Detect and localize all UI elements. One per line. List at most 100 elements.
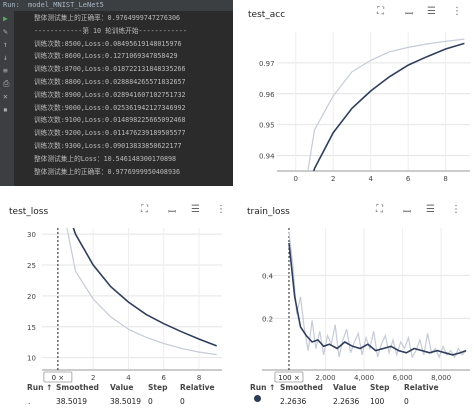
x-tick-label: 2,000 (316, 374, 336, 382)
console-line: 训练次数:8500,Loss:0.08495619148015976 (34, 39, 182, 48)
smoothed-series-line (313, 42, 465, 171)
x-tick-label: 4 (368, 175, 373, 183)
y-tick-label: 0.96 (259, 91, 275, 99)
console-line: 训练次数:9300,Loss:0.09013833850622177 (34, 141, 182, 150)
col-smoothed: Smoothed (280, 383, 323, 392)
console-line: 训练次数:9100,Loss:0.014898225665092468 (34, 116, 186, 125)
y-tick-label: 0.2 (262, 315, 273, 323)
console-line: 整体测试集上的正确率：0.9776999950408936 (34, 167, 181, 176)
train-loss-summary-table: Run ↑ Smoothed Value Step Relative 2.263… (240, 381, 474, 415)
relative-value: 0 (180, 397, 185, 406)
pin-icon[interactable]: ꟷ (168, 207, 177, 218)
raw-series-line (307, 38, 465, 171)
x-tick-label: 8,000 (431, 374, 451, 382)
test-acc-card: test_acc ⛶ ꟷ ☰ ⋮ 0.97 0.96 0.95 0.94 0 2 4 6 8 (240, 0, 474, 186)
x-tick-label: 8 (443, 175, 447, 183)
y-tick-label: 0.95 (259, 122, 275, 130)
test-loss-summary-table: Run ↑ Smoothed Value Step Relative . 38.… (0, 381, 236, 415)
raw-series-line (288, 232, 467, 359)
pin-icon[interactable]: ꟷ (403, 207, 412, 218)
smoothed-series-line (72, 228, 217, 347)
y-tick-label: 0.4 (262, 272, 274, 280)
col-step: Step (148, 383, 168, 392)
step-marker-label: 100 × (278, 374, 299, 382)
col-step: Step (370, 383, 390, 392)
console-line: 训练次数:8900,Loss:0.028941607102751732 (34, 90, 186, 99)
raw-value: 38.5019 (110, 397, 142, 406)
step-marker-label: 0 × (52, 374, 65, 382)
console-panel: Run: model_MNIST_LeNet5 ▶ ✎ ↑ ↓ ≡ ⎙ ✕ ▪ … (0, 0, 233, 186)
col-run[interactable]: Run ↑ (27, 383, 53, 392)
console-output: 整体测试集上的正确率：0.9764999747276306 -----------… (34, 12, 187, 178)
data-download-icon[interactable]: ☰ (427, 6, 436, 17)
train-loss-chart[interactable]: 0.4 0.2 2,000 4,000 6,000 8,000 100 × (240, 196, 474, 415)
console-line: 训练次数:8600,Loss:0.1271069347858429 (34, 52, 178, 61)
x-tick-label: 6,000 (393, 374, 413, 382)
run-color-dot[interactable] (254, 395, 261, 402)
raw-series-line (66, 228, 217, 356)
smoothed-value: 38.5019 (56, 397, 88, 406)
data-download-icon[interactable]: ☰ (426, 204, 435, 215)
run-label: Run: (3, 1, 20, 9)
card-title: test_acc (248, 10, 286, 20)
step-marker-box (274, 371, 304, 383)
y-tick-label: 30 (27, 231, 36, 239)
train-loss-card: train_loss ⛶ ꟷ ☰ ⋮ 0.4 0.2 2,000 4,000 6,000… (240, 196, 474, 415)
console-line: 整体测试集上的Loss：10.546148300170898 (34, 154, 177, 163)
smoothed-series-line (288, 243, 467, 356)
relative-value: 0 (404, 397, 409, 406)
delete-icon[interactable]: ✕ (3, 92, 8, 101)
col-run[interactable]: Run ↑ (250, 383, 276, 392)
col-smoothed: Smoothed (56, 383, 99, 392)
console-line: ------------第 10 轮训练开始------------ (34, 26, 187, 35)
x-tick-label: 8 (197, 374, 201, 382)
y-tick-label: 15 (27, 324, 36, 332)
col-value: Value (110, 383, 134, 392)
more-icon[interactable]: ⋮ (451, 204, 461, 215)
run-toolbar: Run: model_MNIST_LeNet5 (0, 0, 233, 11)
y-tick-label: 25 (27, 262, 36, 270)
expand-icon[interactable]: ⛶ (376, 204, 383, 215)
console-line: 训练次数:9000,Loss:0.025361942127346992 (34, 103, 186, 112)
console-line: 训练次数:9200,Loss:0.011476239189505577 (34, 129, 186, 138)
console-line: 整体测试集上的正确率：0.9764999747276306 (34, 14, 181, 22)
wrap-icon[interactable]: ≡ (3, 66, 8, 75)
test-acc-chart[interactable]: 0.97 0.96 0.95 0.94 0 2 4 6 8 (240, 0, 474, 186)
smoothed-value: 2.2636 (280, 397, 307, 406)
y-tick-label: 0.94 (259, 153, 275, 161)
print-icon[interactable]: ⎙ (3, 79, 10, 88)
console-sidebar: ▶ ✎ ↑ ↓ ≡ ⎙ ✕ ▪ (0, 11, 15, 186)
x-tick-label: 6 (406, 175, 411, 183)
x-tick-label: 6 (162, 374, 167, 382)
data-download-icon[interactable]: ☰ (191, 204, 200, 215)
col-relative: Relative (180, 383, 215, 392)
more-icon[interactable]: ⋮ (452, 6, 462, 17)
test-loss-card: test_loss ⛶ ꟷ ☰ ⋮ 30 25 20 15 10 0 2 4 6 8 0 × Run… (0, 196, 236, 415)
pin-icon[interactable]: ▪ (3, 105, 8, 114)
x-tick-label: 2 (331, 175, 335, 183)
raw-value: 2.2636 (333, 397, 360, 406)
x-tick-label: 0 (294, 175, 298, 183)
expand-icon[interactable]: ⛶ (141, 204, 148, 215)
test-loss-chart[interactable]: 30 25 20 15 10 0 2 4 6 8 0 × (0, 196, 236, 415)
y-tick-label: 0.97 (259, 60, 275, 68)
pin-icon[interactable]: ꟷ (405, 9, 414, 20)
run-name: . (28, 397, 31, 406)
console-line: 训练次数:8700,Loss:0.01872213184833526​6 (34, 65, 186, 74)
card-title: train_loss (247, 207, 290, 217)
x-tick-label: 4,000 (354, 374, 374, 382)
step-value: 0 (148, 397, 153, 406)
up-icon[interactable]: ↑ (3, 40, 8, 49)
expand-icon[interactable]: ⛶ (377, 6, 384, 17)
down-icon[interactable]: ↓ (3, 53, 8, 62)
wrench-icon[interactable]: ✎ (3, 27, 8, 36)
col-relative: Relative (404, 383, 439, 392)
x-tick-label: 2 (91, 374, 95, 382)
run-icon[interactable]: ▶ (3, 14, 8, 23)
y-tick-label: 10 (27, 355, 36, 363)
run-config-tab[interactable]: model_MNIST_LeNet5 (28, 1, 104, 9)
x-tick-label: 4 (126, 374, 131, 382)
more-icon[interactable]: ⋮ (216, 204, 226, 215)
step-marker-box (43, 371, 73, 383)
step-value: 100 (370, 397, 385, 406)
